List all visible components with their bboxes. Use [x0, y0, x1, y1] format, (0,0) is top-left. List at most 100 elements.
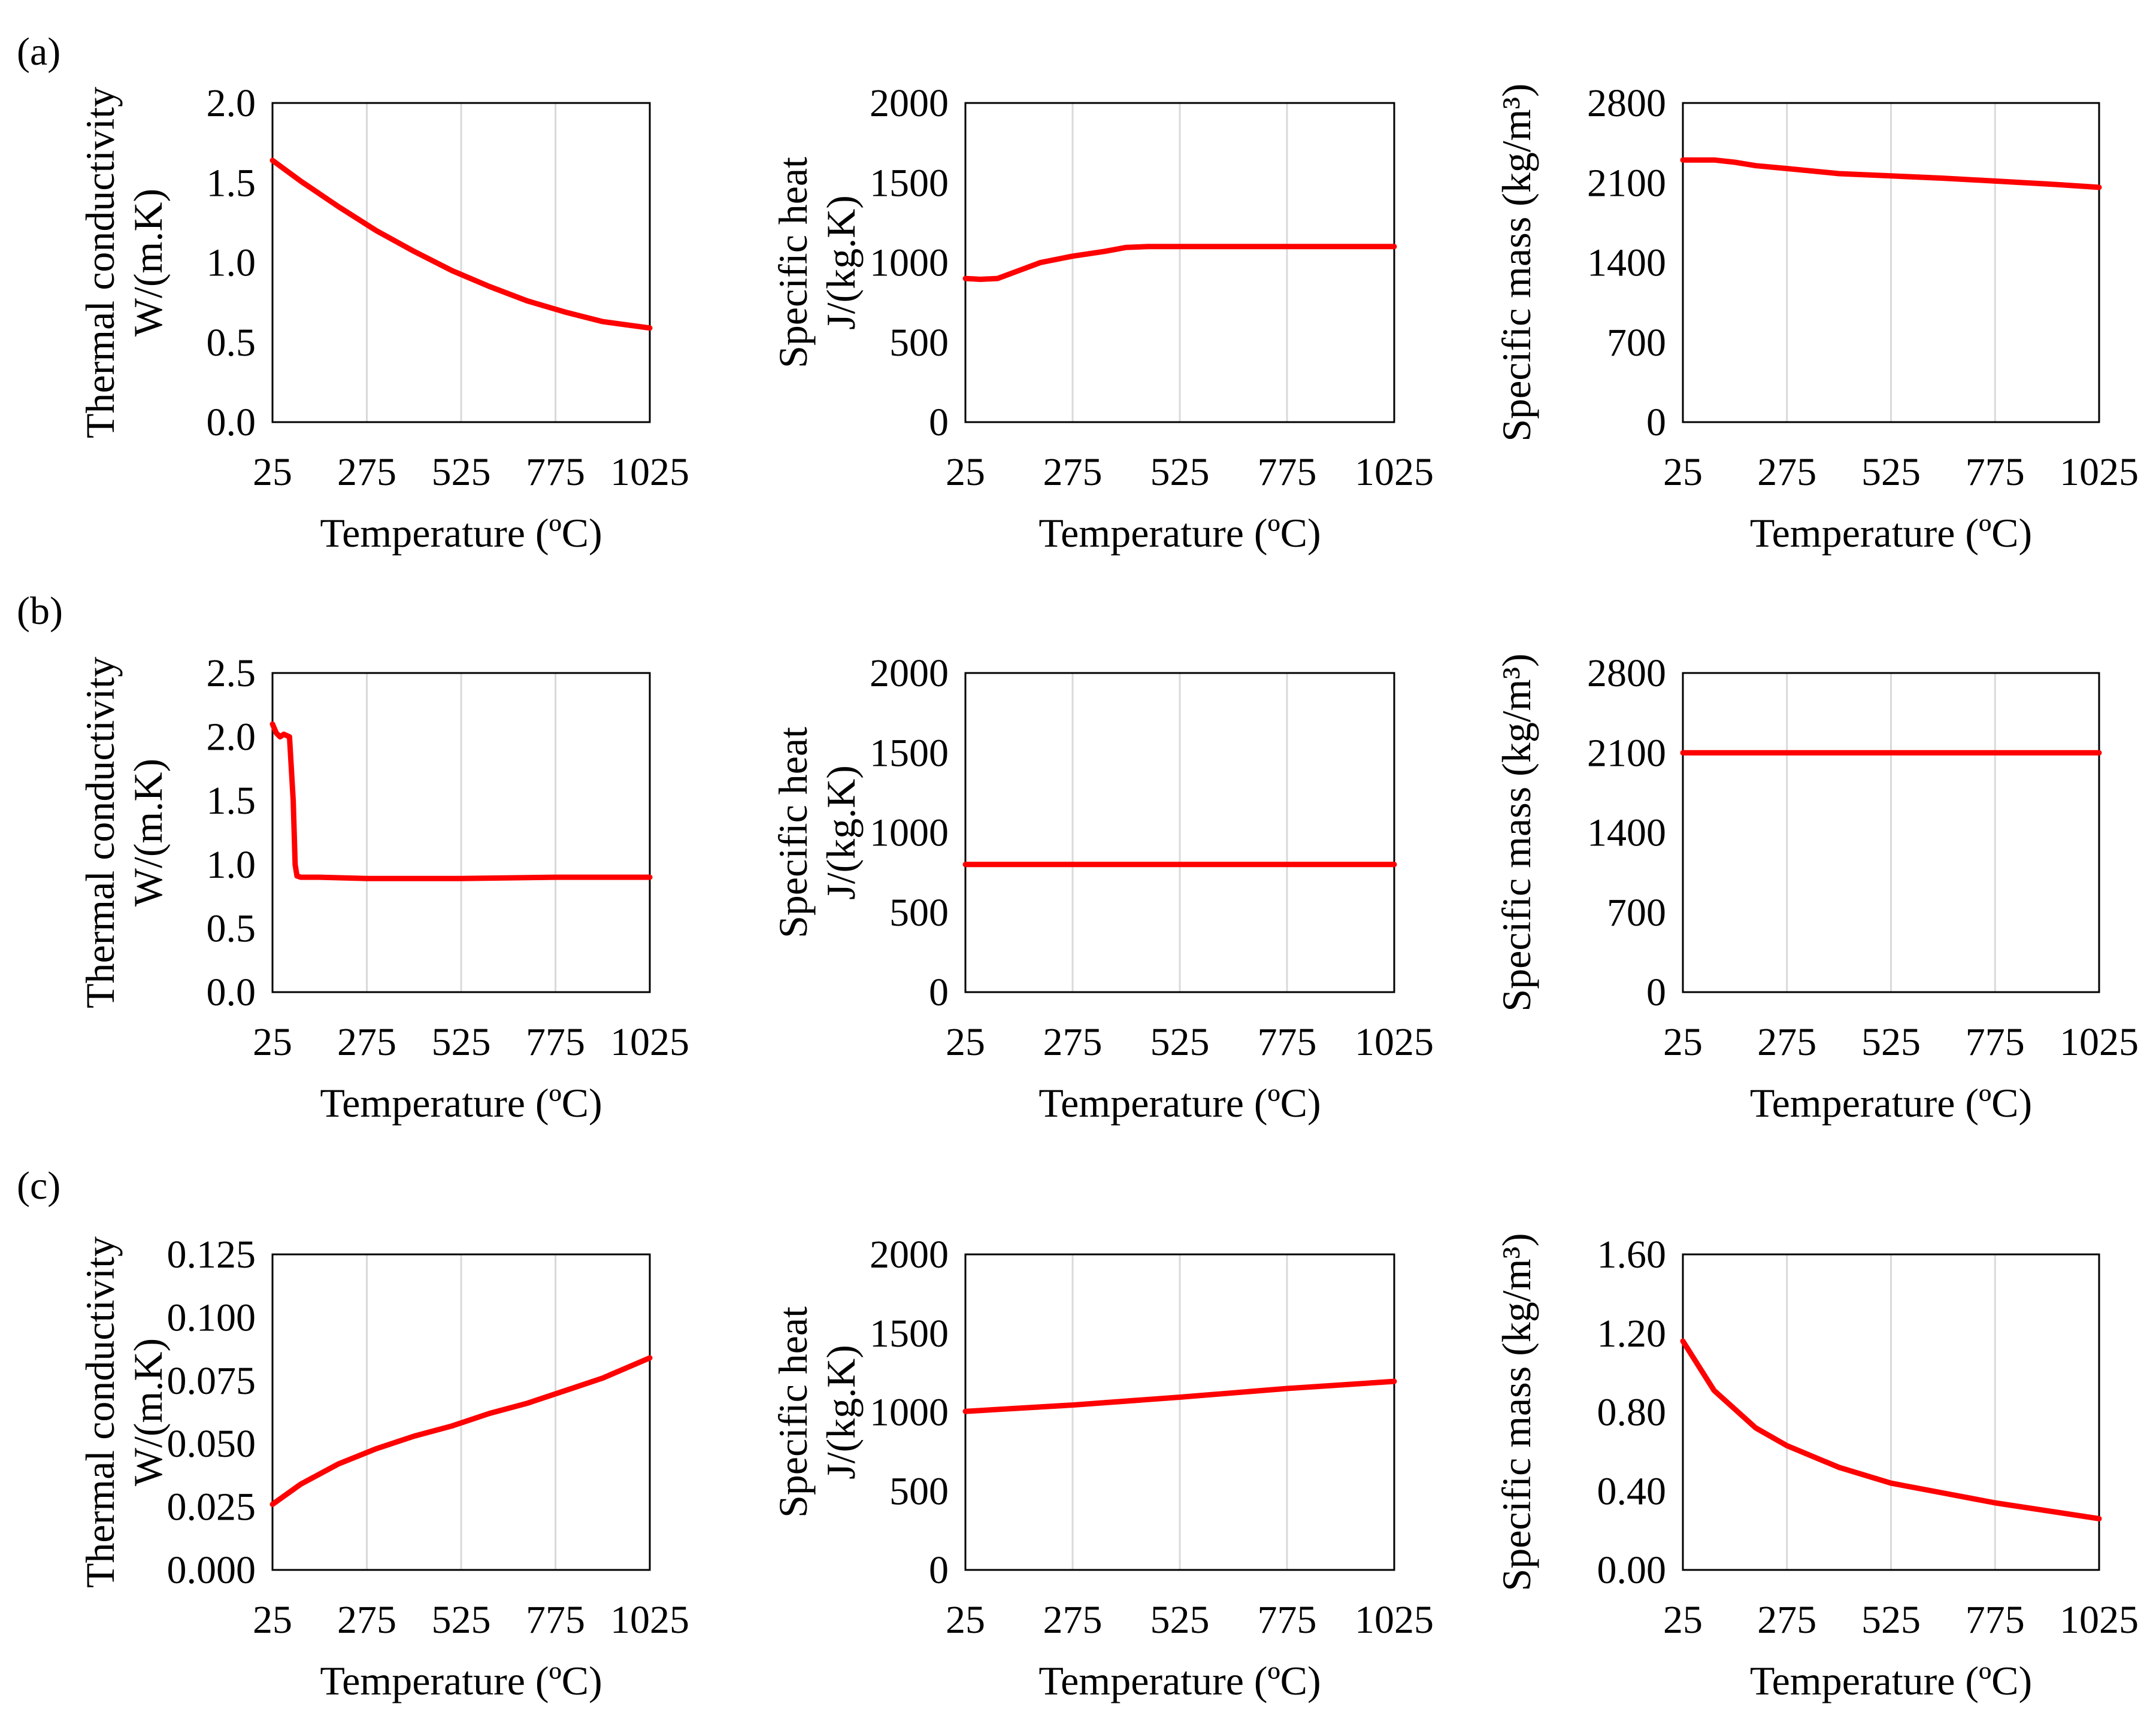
y-tick-label: 1.20 [1597, 1312, 1667, 1356]
y-tick-label: 2.0 [207, 81, 256, 125]
x-axis-title: Temperature (ºC) [1038, 510, 1321, 556]
x-tick-label: 775 [526, 1020, 585, 1064]
y-tick-label: 1500 [870, 1312, 949, 1356]
y-tick-label: 500 [889, 1469, 949, 1513]
y-tick-label: 700 [1607, 321, 1666, 365]
y-tick-label: 0.000 [167, 1548, 256, 1592]
y-tick-label: 700 [1607, 891, 1666, 935]
chart-a-specific-mass: 0 700 1400 2100 2800 25 275 525 775 1025 Temperatu… [1494, 81, 2139, 556]
x-tick-label: 275 [1043, 450, 1103, 494]
y-axis-title: Specific mass (kg/m³) [1494, 1233, 1539, 1591]
y-tick-label: 1.5 [207, 779, 256, 823]
x-axis-title: Temperature (ºC) [1038, 1080, 1321, 1126]
x-tick-label: 775 [1258, 1598, 1317, 1642]
y-tick-label: 0.40 [1597, 1469, 1667, 1513]
y-tick-label: 1.60 [1597, 1233, 1667, 1277]
x-tick-label: 275 [1043, 1020, 1103, 1064]
x-tick-label: 25 [1663, 1020, 1703, 1064]
x-tick-label: 1025 [610, 1020, 689, 1064]
y-tick-label: 0.5 [207, 321, 256, 365]
x-tick-label: 775 [1258, 1020, 1317, 1064]
y-tick-label: 0 [929, 401, 949, 444]
x-axis-title: Temperature (ºC) [1750, 1658, 2032, 1703]
chart-a-thermal: 0.0 0.5 1.0 1.5 2.0 25 275 525 775 1025Temperatur… [77, 81, 689, 556]
plot-frame [964, 102, 1395, 423]
y-tick-label: 2100 [1587, 731, 1666, 775]
plot-frame [964, 672, 1395, 993]
plot-frame [1682, 672, 2100, 993]
y-axis-title: Specific heat [770, 157, 816, 368]
x-tick-label: 25 [1663, 1598, 1703, 1642]
x-tick-label: 525 [1861, 450, 1921, 494]
x-tick-label: 1025 [2060, 1598, 2139, 1642]
y-tick-label: 0.075 [167, 1359, 256, 1403]
y-tick-label: 2.0 [207, 716, 256, 759]
x-tick-label: 525 [1150, 1598, 1210, 1642]
y-tick-label: 1000 [870, 811, 949, 855]
y-tick-label: 0.0 [207, 401, 256, 444]
y-tick-label: 0.050 [167, 1422, 256, 1466]
x-tick-label: 275 [1757, 1598, 1816, 1642]
y-tick-label: 500 [889, 891, 949, 935]
y-tick-label: 0 [1646, 971, 1666, 1014]
x-axis-title: Temperature (ºC) [320, 1080, 602, 1126]
y-axis-title: J/(kg.K) [818, 765, 864, 900]
x-tick-label: 1025 [2060, 450, 2139, 494]
series-line [962, 1378, 1397, 1414]
x-tick-label: 275 [337, 450, 396, 494]
x-tick-label: 1025 [610, 1598, 689, 1642]
plot-frame [271, 672, 651, 993]
y-axis-title: Thermal conductivity [77, 1236, 123, 1588]
y-axis-title: Thermal conductivity [77, 657, 123, 1008]
y-axis-title: Specific heat [770, 727, 816, 938]
panel-label-a: (a) [17, 30, 60, 74]
y-tick-label: 0 [1646, 401, 1666, 444]
chart-c-specific-heat: 0 500 1000 1500 2000 25 275 525 775 1025 Temperatu… [770, 1233, 1434, 1703]
y-tick-label: 2000 [870, 81, 949, 125]
x-tick-label: 25 [946, 1598, 985, 1642]
chart-c-thermal: 0.000 0.025 0.050 0.075 0.100 0.125 25 275 525 77… [77, 1233, 689, 1703]
y-tick-label: 0.100 [167, 1296, 256, 1339]
y-axis-title: Specific mass (kg/m³) [1494, 83, 1539, 441]
x-tick-label: 525 [432, 1598, 491, 1642]
y-tick-label: 1400 [1587, 811, 1666, 855]
x-tick-label: 275 [337, 1020, 396, 1064]
x-tick-label: 1025 [1355, 450, 1434, 494]
y-axis-title: Thermal conductivity [77, 87, 123, 438]
x-tick-label: 1025 [610, 450, 689, 494]
y-axis-title: J/(kg.K) [818, 1345, 864, 1480]
x-axis-title: Temperature (ºC) [1750, 1080, 2032, 1126]
y-tick-label: 0.00 [1597, 1548, 1667, 1592]
series-line [270, 157, 653, 331]
y-tick-label: 2800 [1587, 651, 1666, 695]
x-tick-label: 275 [337, 1598, 396, 1642]
x-tick-label: 25 [253, 450, 292, 494]
y-tick-label: 0.025 [167, 1485, 256, 1529]
y-axis-title: W/(m.K) [125, 1338, 171, 1486]
x-axis-title: Temperature (ºC) [320, 510, 602, 556]
plot-frame [1682, 102, 2100, 423]
plot-frame [271, 1253, 651, 1571]
x-tick-label: 525 [1861, 1598, 1921, 1642]
x-tick-label: 25 [1663, 450, 1703, 494]
series-line [962, 244, 1397, 282]
y-tick-label: 1000 [870, 1391, 949, 1435]
x-tick-label: 1025 [1355, 1020, 1434, 1064]
x-tick-label: 1025 [2060, 1020, 2139, 1064]
x-tick-label: 775 [1966, 450, 2025, 494]
y-axis-title: W/(m.K) [125, 759, 171, 907]
x-tick-label: 775 [526, 450, 585, 494]
chart-b-specific-mass: 0 700 1400 2100 2800 25 275 525 775 1025 Temperatu… [1494, 651, 2139, 1126]
y-tick-label: 1400 [1587, 241, 1666, 285]
x-tick-label: 275 [1757, 450, 1816, 494]
y-tick-label: 0.80 [1597, 1391, 1667, 1435]
y-tick-label: 1.0 [207, 843, 256, 887]
x-tick-label: 775 [1966, 1020, 2025, 1064]
x-tick-label: 25 [946, 1020, 985, 1064]
x-tick-label: 525 [1150, 450, 1210, 494]
y-axis-title: Specific mass (kg/m³) [1494, 653, 1539, 1011]
x-tick-label: 525 [432, 450, 491, 494]
chart-grid: 0.00.51.01.52.025 275 525 775 1025Temperatur… [77, 81, 2139, 1703]
y-tick-label: 0 [929, 971, 949, 1014]
